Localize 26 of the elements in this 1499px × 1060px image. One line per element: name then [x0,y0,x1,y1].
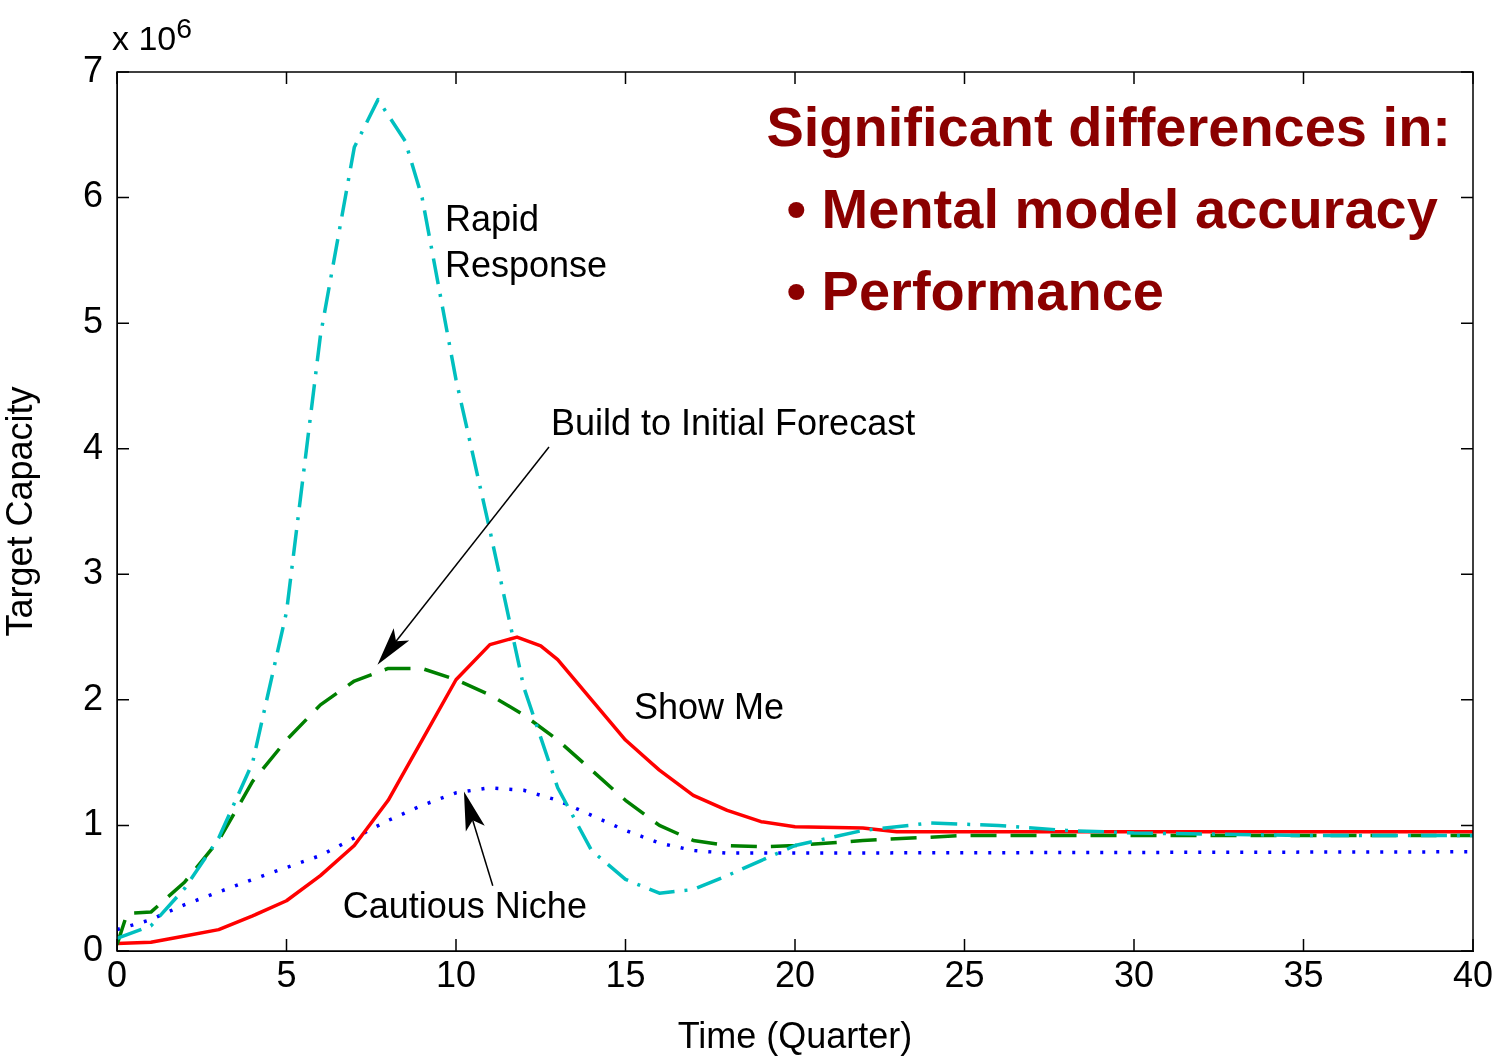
annotation: • Mental model accuracy [785,176,1439,242]
annotation: Rapid Response [445,197,608,287]
y-tick-label: 6 [82,174,103,216]
x-axis-title: Time (Quarter) [677,1015,913,1057]
y-tick-label: 1 [82,802,103,844]
text: x 10$^{6}$ [112,12,193,59]
x-tick-label: 40 [1452,953,1494,995]
x-tick-label: 35 [1283,953,1324,995]
x-tick-label: 5 [276,953,297,995]
x-tick-label: 25 [944,953,985,995]
y-tick-label: 7 [82,48,103,90]
annotation: Build to Initial Forecast [551,402,916,444]
annotation: • Performance [785,258,1165,324]
y-tick-label: 3 [82,551,103,593]
annotation: Significant differences in: [766,94,1451,160]
y-tick-label: 4 [82,425,103,467]
annotation: Show Me [633,685,785,727]
x-tick-label: 20 [774,953,816,995]
x-tick-label: 10 [435,953,477,995]
y-tick-label: 2 [82,676,103,718]
annotation: Cautious Niche [342,884,587,926]
y-axis-title: Target Capacity [0,386,40,637]
y-tick-label: 0 [82,927,103,969]
x-tick-label: 15 [605,953,646,995]
x-tick-label: 30 [1113,953,1155,995]
y-tick-label: 5 [82,300,103,342]
